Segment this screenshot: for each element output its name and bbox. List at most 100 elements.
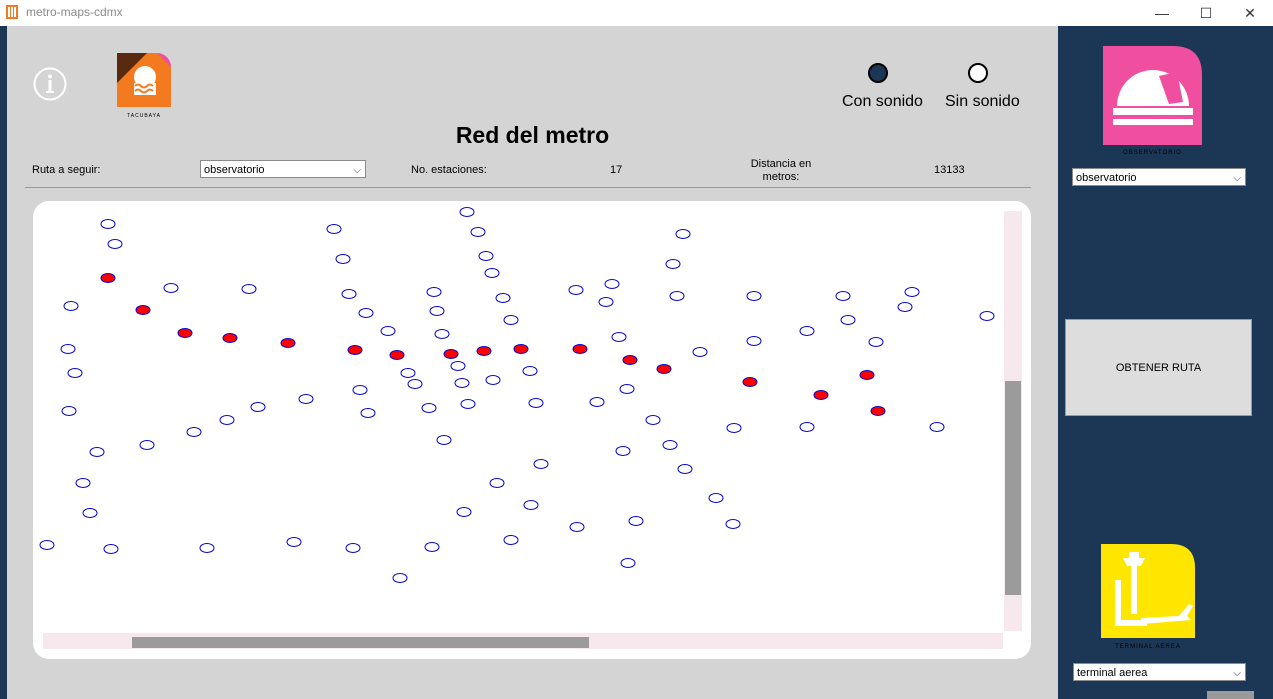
station-marker[interactable] [429,306,445,316]
station-marker[interactable] [421,403,437,413]
vertical-scroll-thumb[interactable] [1005,381,1021,595]
route-station-marker[interactable] [100,273,116,283]
station-marker[interactable] [39,540,55,550]
station-marker[interactable] [868,337,884,347]
sound-off-radio[interactable] [968,63,988,83]
station-marker[interactable] [598,297,614,307]
station-marker[interactable] [407,379,423,389]
station-marker[interactable] [298,394,314,404]
station-marker[interactable] [628,516,644,526]
station-marker[interactable] [75,478,91,488]
station-marker[interactable] [460,399,476,409]
station-marker[interactable] [400,368,416,378]
station-marker[interactable] [67,368,83,378]
station-marker[interactable] [454,378,470,388]
station-marker[interactable] [669,291,685,301]
station-marker[interactable] [615,446,631,456]
station-marker[interactable] [746,291,762,301]
station-marker[interactable] [533,459,549,469]
origin-select[interactable]: observatorio ⌵ [1072,168,1246,186]
station-marker[interactable] [392,573,408,583]
station-marker[interactable] [219,415,235,425]
station-marker[interactable] [619,384,635,394]
station-marker[interactable] [489,478,505,488]
station-marker[interactable] [528,398,544,408]
station-marker[interactable] [645,415,661,425]
station-marker[interactable] [450,361,466,371]
station-marker[interactable] [335,254,351,264]
route-station-marker[interactable] [742,377,758,387]
station-marker[interactable] [103,544,119,554]
sound-on-radio[interactable] [868,63,888,83]
route-station-marker[interactable] [135,305,151,315]
station-marker[interactable] [424,542,440,552]
station-marker[interactable] [522,366,538,376]
station-marker[interactable] [611,332,627,342]
route-station-marker[interactable] [347,345,363,355]
station-marker[interactable] [89,447,105,457]
station-marker[interactable] [63,301,79,311]
station-marker[interactable] [620,558,636,568]
route-station-marker[interactable] [572,344,588,354]
station-marker[interactable] [746,336,762,346]
route-station-marker[interactable] [280,338,296,348]
station-marker[interactable] [326,224,342,234]
station-marker[interactable] [569,522,585,532]
route-station-marker[interactable] [389,350,405,360]
route-station-marker[interactable] [177,328,193,338]
sound-off-label[interactable]: Sin sonido [945,93,1020,110]
station-marker[interactable] [352,385,368,395]
station-marker[interactable] [604,279,620,289]
station-marker[interactable] [979,311,995,321]
route-station-marker[interactable] [622,355,638,365]
sound-on-label[interactable]: Con sonido [842,93,923,110]
station-marker[interactable] [341,289,357,299]
station-marker[interactable] [503,315,519,325]
station-marker[interactable] [186,427,202,437]
station-marker[interactable] [107,239,123,249]
station-marker[interactable] [139,440,155,450]
station-marker[interactable] [799,422,815,432]
station-marker[interactable] [436,435,452,445]
station-marker[interactable] [675,229,691,239]
maximize-button[interactable]: ☐ [1183,0,1229,26]
station-marker[interactable] [470,227,486,237]
station-marker[interactable] [665,259,681,269]
station-marker[interactable] [60,344,76,354]
metro-map[interactable] [33,201,1031,659]
route-station-marker[interactable] [859,370,875,380]
station-marker[interactable] [484,268,500,278]
minimize-button[interactable]: — [1139,0,1185,26]
station-marker[interactable] [241,284,257,294]
station-marker[interactable] [677,464,693,474]
route-station-marker[interactable] [513,344,529,354]
station-marker[interactable] [380,326,396,336]
station-marker[interactable] [286,537,302,547]
station-marker[interactable] [358,308,374,318]
station-marker[interactable] [692,347,708,357]
station-marker[interactable] [840,315,856,325]
station-marker[interactable] [725,519,741,529]
station-marker[interactable] [589,397,605,407]
station-marker[interactable] [662,440,678,450]
station-marker[interactable] [523,500,539,510]
station-marker[interactable] [708,493,724,503]
station-marker[interactable] [456,507,472,517]
station-marker[interactable] [495,293,511,303]
station-marker[interactable] [503,535,519,545]
station-marker[interactable] [835,291,851,301]
route-station-marker[interactable] [443,349,459,359]
station-marker[interactable] [799,326,815,336]
horizontal-scroll-thumb[interactable] [132,637,589,648]
station-marker[interactable] [478,251,494,261]
close-button[interactable]: ✕ [1227,0,1273,26]
route-select[interactable]: observatorio ⌵ [200,160,366,178]
station-marker[interactable] [100,219,116,229]
station-marker[interactable] [904,287,920,297]
station-marker[interactable] [929,422,945,432]
station-marker[interactable] [199,543,215,553]
station-marker[interactable] [459,207,475,217]
route-station-marker[interactable] [870,406,886,416]
station-marker[interactable] [250,402,266,412]
station-marker[interactable] [360,408,376,418]
